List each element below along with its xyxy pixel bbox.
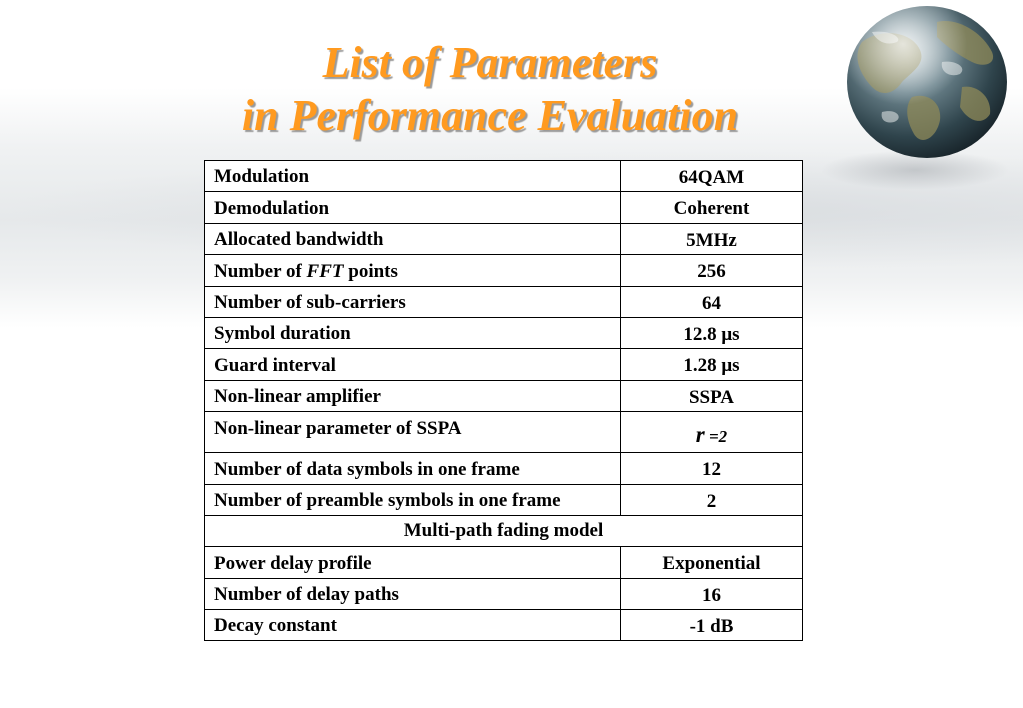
param-value: 12.8 μs <box>620 316 803 350</box>
param-name: Modulation <box>204 159 621 193</box>
table-row: Symbol duration 12.8 μs <box>204 316 803 350</box>
table-row: Allocated bandwidth 5MHz <box>204 222 803 256</box>
param-value: -1 dB <box>620 609 803 642</box>
param-name: Decay constant <box>204 609 621 642</box>
param-value-symbol: r <box>695 422 705 448</box>
table-row: Number of preamble symbols in one frame … <box>204 483 803 516</box>
slide-title: List of Parameters in Performance Evalua… <box>0 36 980 142</box>
param-value: 1.28 μs <box>620 348 803 381</box>
table-row: Guard interval 1.28 μs <box>204 348 803 381</box>
table-row: Number of data symbols in one frame 12 <box>204 452 803 485</box>
param-name: Number of sub-carriers <box>204 285 621 318</box>
param-value-rest: =2 <box>704 427 728 447</box>
section-header: Multi-path fading model <box>204 514 803 548</box>
param-value: r =2 <box>620 411 803 454</box>
param-name: Number of preamble symbols in one frame <box>204 483 621 516</box>
param-value: 64QAM <box>620 159 803 193</box>
param-value: Coherent <box>620 191 803 224</box>
param-name: Number of FFT points <box>204 254 621 287</box>
table-section-row: Multi-path fading model <box>204 514 803 548</box>
param-value: 16 <box>620 577 803 611</box>
table-row: Non-linear amplifier SSPA <box>204 379 803 413</box>
param-name-prefix: Number of <box>214 260 307 282</box>
table-row: Decay constant -1 dB <box>204 609 803 642</box>
title-line-1: List of Parameters <box>322 38 658 87</box>
earth-globe-icon <box>847 6 1007 158</box>
param-name: Power delay profile <box>204 546 621 579</box>
param-name: Number of data symbols in one frame <box>204 452 621 485</box>
param-value: 256 <box>620 254 803 287</box>
param-value: Exponential <box>620 546 803 579</box>
param-name: Allocated bandwidth <box>204 222 621 256</box>
param-value: SSPA <box>620 379 803 413</box>
param-value: 12 <box>620 452 803 485</box>
param-value: 5MHz <box>620 222 803 256</box>
param-name: Symbol duration <box>204 316 621 350</box>
param-value: 64 <box>620 285 803 318</box>
parameters-table: Modulation 64QAM Demodulation Coherent A… <box>204 159 803 642</box>
param-name: Demodulation <box>204 191 621 224</box>
param-name: Non-linear amplifier <box>204 379 621 413</box>
table-row: Modulation 64QAM <box>204 159 803 193</box>
table-row: Number of FFT points 256 <box>204 254 803 287</box>
param-name: Number of delay paths <box>204 577 621 611</box>
param-value: 2 <box>620 483 803 516</box>
table-row: Demodulation Coherent <box>204 191 803 224</box>
table-row: Number of sub-carriers 64 <box>204 285 803 318</box>
param-name: Non-linear parameter of SSPA <box>204 411 621 454</box>
param-name: Guard interval <box>204 348 621 381</box>
table-row: Number of delay paths 16 <box>204 577 803 611</box>
param-name-suffix: points <box>343 260 398 282</box>
table-row: Power delay profile Exponential <box>204 546 803 579</box>
param-name-italic: FFT <box>306 260 344 282</box>
table-row: Non-linear parameter of SSPA r =2 <box>204 411 803 454</box>
title-line-2: in Performance Evaluation <box>241 91 739 140</box>
